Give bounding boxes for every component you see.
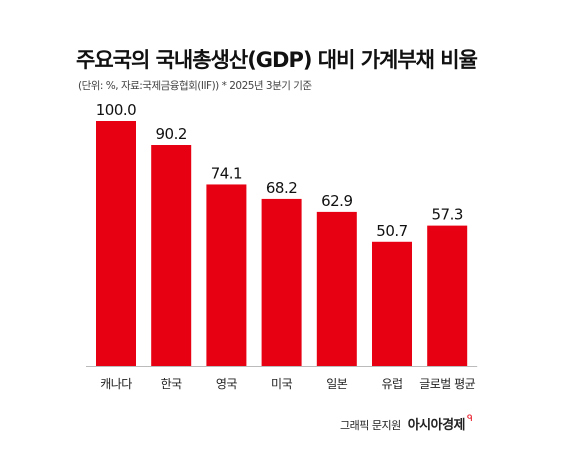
bar-6 bbox=[427, 225, 468, 366]
value-label-3: 68.2 bbox=[266, 179, 297, 197]
bar-2 bbox=[206, 184, 247, 366]
category-label-3: 미국 bbox=[271, 377, 293, 391]
brand-mark-icon: ᑫ bbox=[467, 414, 473, 424]
category-label-1: 한국 bbox=[161, 377, 183, 391]
bar-3 bbox=[261, 198, 302, 366]
category-label-0: 캐나다 bbox=[100, 377, 132, 391]
graphic-credit: 그래픽 문지원 bbox=[340, 419, 401, 432]
category-label-5: 유럽 bbox=[381, 377, 402, 391]
value-label-0: 100.0 bbox=[96, 101, 136, 119]
brand-logo: 아시아경제 bbox=[407, 418, 466, 433]
value-label-1: 90.2 bbox=[155, 125, 186, 143]
category-label-2: 영국 bbox=[216, 377, 238, 391]
category-label-4: 일본 bbox=[326, 377, 348, 391]
bar-1 bbox=[151, 145, 192, 366]
category-label-6: 글로벌 평균 bbox=[419, 377, 475, 391]
value-label-2: 74.1 bbox=[211, 164, 242, 182]
footer: 그래픽 문지원 아시아경제 ᑫ bbox=[340, 414, 473, 433]
value-label-4: 62.9 bbox=[321, 192, 352, 210]
bar-4 bbox=[316, 211, 357, 366]
chart-subtitle: (단위: %, 자료:국제금융협회(IIF)) * 2025년 3분기 기준 bbox=[78, 80, 312, 92]
value-label-5: 50.7 bbox=[376, 222, 407, 240]
value-label-6: 57.3 bbox=[431, 206, 462, 224]
chart-title: 주요국의 국내총생산(GDP) 대비 가계부채 비율 bbox=[76, 48, 478, 72]
bar-0 bbox=[96, 121, 136, 366]
bar-5 bbox=[372, 241, 412, 366]
